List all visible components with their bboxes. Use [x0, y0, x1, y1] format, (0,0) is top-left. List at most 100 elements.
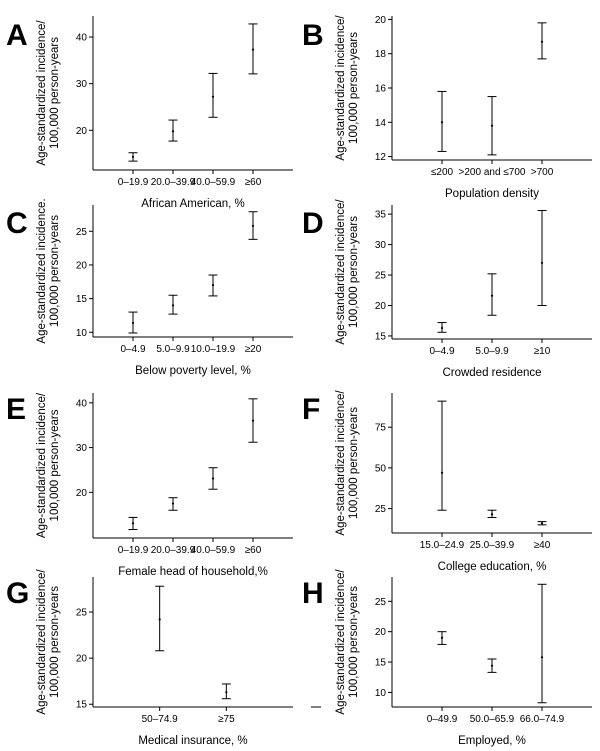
panel-h-x-title: Employed, %: [458, 735, 526, 747]
panel-e-ytick-label: 20: [76, 488, 88, 499]
panel-b-point: [440, 121, 444, 124]
panel-g-xtick-label: ≥75: [218, 714, 235, 725]
panel-d-x-title: Crowded residence: [442, 367, 541, 379]
panel-f-xtick-label: 15.0–24.9: [420, 540, 465, 551]
panel-a: A 20 30 40 0–19.9 20.0–39.940.0–59.9 ≥60Africa…: [6, 16, 293, 210]
panel-d-ytick-label: 35: [375, 210, 387, 221]
panel-e-xtick-label: 20.0–39.9: [151, 545, 196, 556]
panel-c-xtick-label: ≥20: [245, 344, 262, 355]
panel-f-point: [440, 471, 444, 474]
panel-d-y-title: Age-standardized incidence/100,000 perso…: [335, 199, 360, 345]
panel-b: B 12 14 16 18 20 ≤200 >200 and ≤700 >700 Populati…: [302, 15, 592, 200]
panel-e-xtick-label: ≥60: [245, 545, 262, 556]
panel-h-ytick-label: 10: [375, 688, 387, 699]
panel-f-ytick-label: 50: [375, 463, 387, 474]
panel-a-y-title: Age-standardized incidence/100,000 perso…: [36, 20, 61, 166]
panel-e-point: [131, 522, 135, 525]
panel-b-ytick-label: 18: [375, 49, 387, 60]
panel-d-point: [440, 326, 444, 330]
panel-a-errorbar: [208, 72, 218, 118]
panel-e-x-title: Female head of household,%: [118, 566, 268, 578]
panel-c-xtick-label: 5.0–9.9: [156, 344, 190, 355]
panel-b-point: [490, 124, 494, 127]
panel-c-ytick-label: 20: [76, 260, 88, 271]
panel-e-point: [211, 477, 215, 480]
panel-d-ytick-label: 15: [375, 331, 387, 342]
panel-h-point: [540, 656, 544, 659]
panel-c-y-title: Age-standardized incidence.100,000 perso…: [36, 198, 61, 343]
panel-b-ytick-label: 20: [375, 15, 387, 26]
panel-h-letter: H: [302, 577, 324, 610]
panel-e-letter: E: [6, 393, 26, 426]
panel-c-xtick-label: 0–4.9: [120, 344, 145, 355]
panel-e-y-title: Age-standardized incidence/100,000 perso…: [36, 392, 61, 538]
panel-d-errorbar: [537, 209, 547, 306]
panel-a-point: [211, 95, 215, 98]
panel-e-xtick-label: 0–19.9: [118, 545, 149, 556]
panel-g-x-title: Medical insurance, %: [138, 735, 247, 747]
panel-b-point: [540, 40, 544, 43]
panel-f-letter: F: [302, 393, 320, 426]
panel-b-xtick-label: >700: [531, 167, 554, 178]
panel-g: G 15 20 25 50–74.9 ≥75 Medical insurance, % Age…: [6, 569, 293, 747]
panel-h-xtick-label: 66.0–74.9: [520, 714, 565, 725]
panel-c-ytick-label: 15: [76, 294, 88, 305]
panel-a-point: [171, 130, 175, 133]
panel-f-point: [540, 522, 544, 525]
panel-c-point: [171, 304, 175, 307]
panel-h-point: [440, 636, 444, 639]
panel-c-x-title: Below poverty level, %: [135, 365, 251, 377]
panel-a-xtick-label: ≥60: [245, 177, 262, 188]
panel-e-ytick-label: 30: [76, 443, 88, 454]
panel-a-xtick-label: 20.0–39.9: [151, 177, 196, 188]
panel-e-ytick-label: 40: [76, 398, 88, 409]
panel-b-xtick-label: >200 and ≤700: [459, 167, 526, 178]
panel-g-ytick-label: 15: [76, 700, 88, 711]
panel-a-xtick-label: 0–19.9: [118, 177, 149, 188]
panel-c-letter: C: [6, 207, 28, 240]
panel-h-xtick-label: 50.0–65.9: [470, 714, 515, 725]
panel-e: E 20 30 40 0–19.9 20.0–39.940.0–59.9 ≥60 Female…: [6, 392, 293, 578]
panel-d-errorbar: [487, 273, 497, 316]
panel-b-ytick-label: 16: [375, 84, 387, 95]
panel-f: F 25 50 75 15.0–24.9 25.0–39.9 ≥40 College educ…: [302, 390, 592, 573]
panel-c-point: [131, 321, 135, 324]
panel-b-y-title: Age-standardized incidence/100,000 perso…: [335, 15, 360, 161]
panel-d-xtick-label: ≥10: [534, 346, 551, 357]
panel-f-xtick-label: 25.0–39.9: [470, 540, 515, 551]
panel-f-y-title: Age-standardized incidence/100,000 perso…: [335, 390, 360, 536]
panel-b-x-title: Population density: [445, 188, 539, 200]
panel-g-letter: G: [6, 577, 29, 610]
panel-d: D 15 20 25 30 35 0–4.9 5.0–9.9 ≥10 Crowded reside…: [302, 199, 592, 379]
panel-b-xtick-label: ≤200: [431, 167, 454, 178]
panel-b-letter: B: [302, 19, 324, 52]
panel-e-point: [171, 502, 175, 505]
panel-g-ytick-label: 20: [76, 654, 88, 665]
panel-d-xtick-label: 0–4.9: [429, 346, 454, 357]
panel-g-point: [158, 618, 161, 621]
panel-a-point: [251, 48, 255, 51]
panel-d-xtick-label: 5.0–9.9: [475, 346, 509, 357]
panel-e-xtick-label: 40.0–59.9: [191, 545, 236, 556]
panel-f-ytick-label: 75: [375, 423, 387, 434]
panel-d-ytick-label: 25: [375, 271, 387, 282]
panel-h-ytick-label: 15: [375, 658, 387, 669]
panel-g-xtick-label: 50–74.9: [142, 714, 179, 725]
panel-d-ytick-label: 20: [375, 301, 387, 312]
panel-c-ytick-label: 25: [76, 227, 88, 238]
panel-g-y-title: Age-standardized incidence/100,000 perso…: [36, 569, 61, 715]
panel-c: C 10 15 20 25 0–4.9 5.0–9.9 10.0–19.9 ≥20 Below p…: [6, 198, 293, 377]
panel-f-point: [490, 513, 494, 516]
panel-a-ytick-label: 30: [76, 79, 88, 90]
panel-c-xtick-label: 10.0–19.9: [191, 344, 236, 355]
panel-h: H 10 15 20 25 0–49.9 50.0–65.9 66.0–74.9 Employe…: [302, 569, 592, 747]
panel-h-ytick-label: 25: [375, 597, 387, 608]
panel-h-xtick-label: 0–49.9: [427, 714, 458, 725]
panel-d-ytick-label: 30: [375, 240, 387, 251]
panel-b-ytick-label: 14: [375, 118, 387, 129]
panel-d-letter: D: [302, 207, 324, 240]
panel-d-point: [490, 294, 494, 297]
panel-d-point: [540, 261, 544, 264]
panel-c-point: [251, 224, 255, 227]
panel-f-errorbar: [437, 400, 447, 511]
